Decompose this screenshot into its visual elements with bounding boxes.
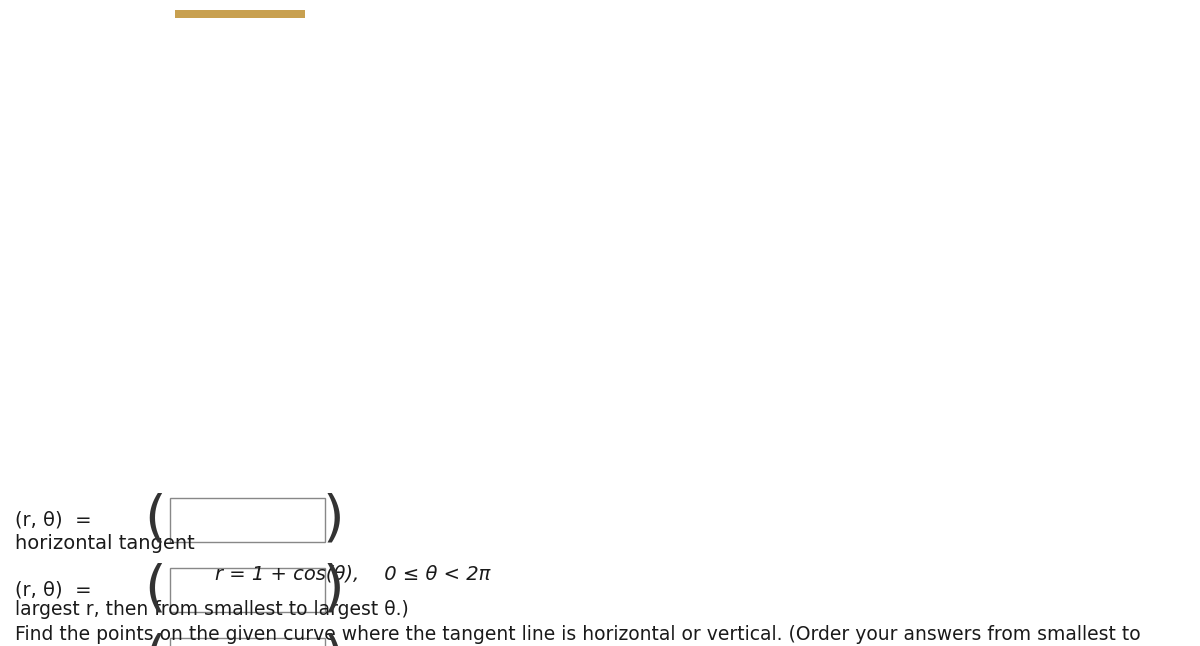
Text: ): ) bbox=[322, 633, 344, 646]
Text: ): ) bbox=[322, 563, 344, 617]
Bar bbox=[175, 10, 305, 18]
Bar bbox=[170, 638, 325, 646]
Text: Find the points on the given curve where the tangent line is horizontal or verti: Find the points on the given curve where… bbox=[14, 625, 1141, 644]
Text: (r, θ)  =: (r, θ) = bbox=[14, 510, 91, 530]
Bar bbox=[170, 498, 325, 542]
Text: horizontal tangent: horizontal tangent bbox=[14, 534, 194, 553]
Text: r = 1 + cos(θ),    0 ≤ θ < 2π: r = 1 + cos(θ), 0 ≤ θ < 2π bbox=[215, 564, 491, 583]
Text: (r, θ)  =: (r, θ) = bbox=[14, 581, 91, 599]
Text: (: ( bbox=[144, 563, 166, 617]
Text: (: ( bbox=[144, 493, 166, 547]
Text: (: ( bbox=[144, 633, 166, 646]
Bar bbox=[170, 568, 325, 612]
Text: largest r, then from smallest to largest θ.): largest r, then from smallest to largest… bbox=[14, 600, 409, 619]
Text: ): ) bbox=[322, 493, 344, 547]
